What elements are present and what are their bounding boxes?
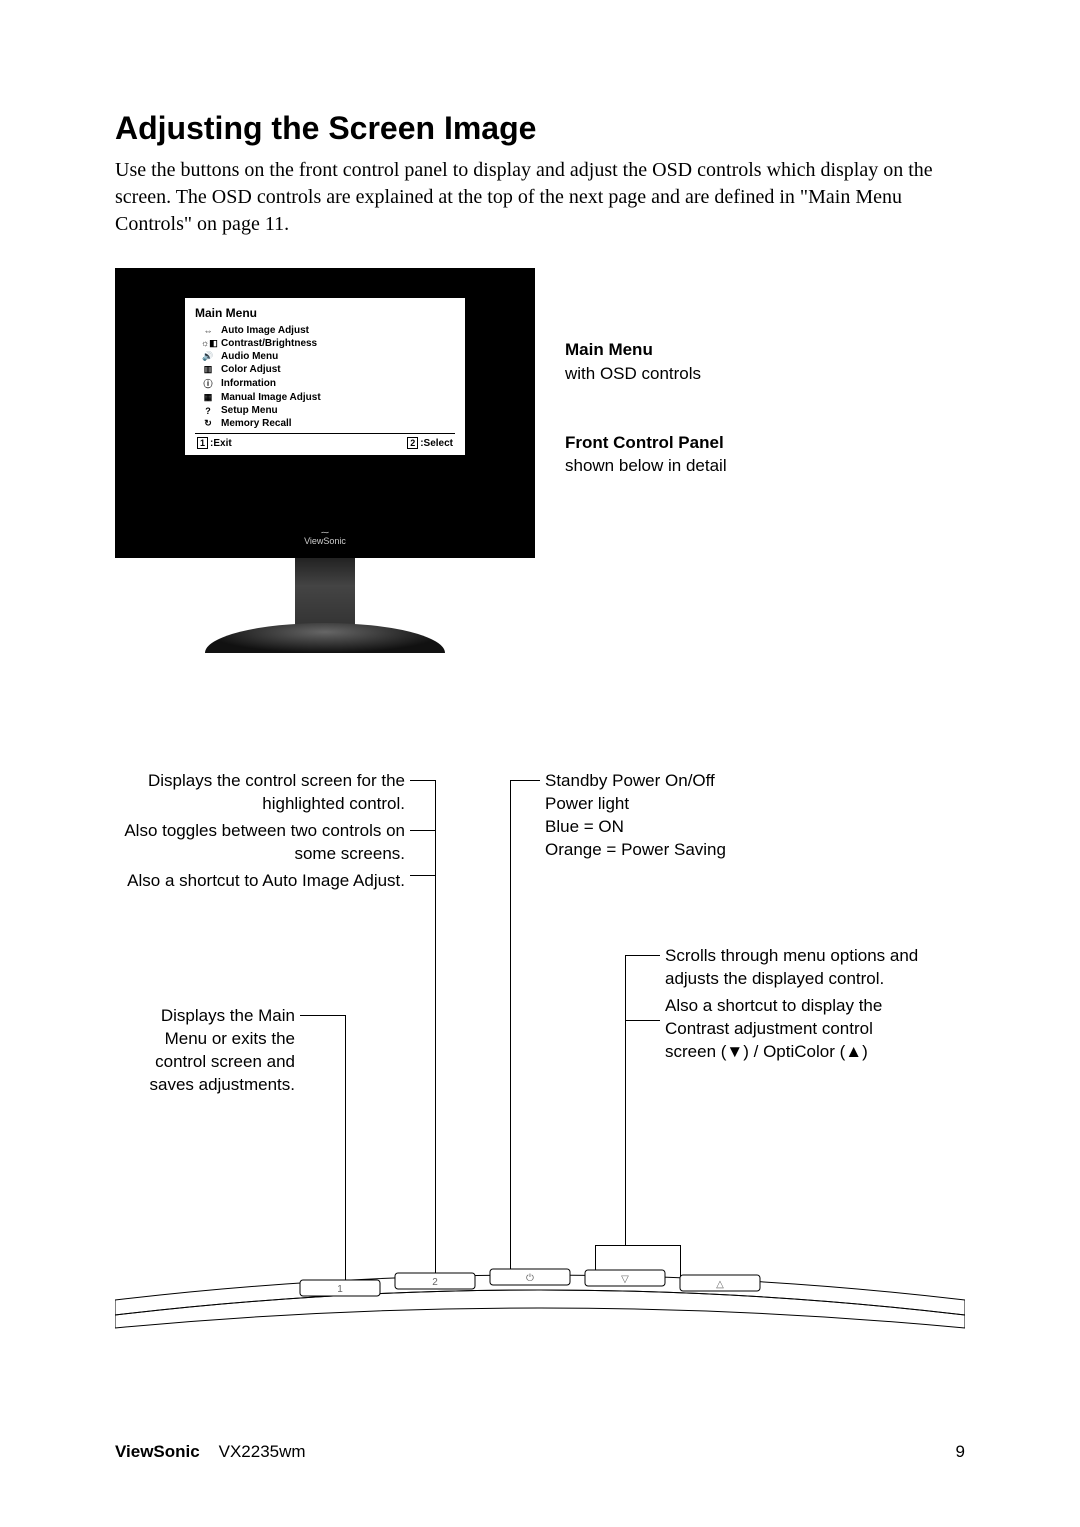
monitor-figure: Main Menu ⇔ Auto Image Adjust ☼◧ Contrast/… <box>115 268 965 658</box>
osd-item: ▦ Manual Image Adjust <box>195 391 455 404</box>
fcp-sub: shown below in detail <box>565 454 727 478</box>
osd-item: ↻ Memory Recall <box>195 417 455 430</box>
color-icon: ▥ <box>201 364 215 375</box>
callout-text: Also a shortcut to Auto Image Adjust. <box>115 870 405 893</box>
control-panel-diagram: Displays the control screen for the high… <box>115 770 965 1330</box>
setup-icon: ? <box>201 406 215 416</box>
monitor-neck <box>295 558 355 628</box>
svg-text:⏻: ⏻ <box>526 1273 534 1284</box>
main-menu-title: Main Menu <box>565 338 727 362</box>
key-1: 1 <box>197 437 208 449</box>
osd-panel: Main Menu ⇔ Auto Image Adjust ☼◧ Contrast/… <box>185 298 465 455</box>
callout-text: Also a shortcut to display the Contrast … <box>665 995 925 1064</box>
svg-text:▽: ▽ <box>621 1274 629 1285</box>
osd-exit: 1:Exit <box>197 438 232 449</box>
monitor: Main Menu ⇔ Auto Image Adjust ☼◧ Contrast/… <box>115 268 535 658</box>
osd-item-label: Auto Image Adjust <box>221 325 309 336</box>
info-icon: ⓘ <box>201 377 215 390</box>
svg-text:2: 2 <box>432 1277 438 1288</box>
manual-image-icon: ▦ <box>201 392 215 403</box>
osd-item-label: Color Adjust <box>221 364 281 375</box>
key-2: 2 <box>407 437 418 449</box>
osd-item-label: Memory Recall <box>221 418 292 429</box>
osd-item: ⓘ Information <box>195 376 455 391</box>
exit-label: :Exit <box>210 438 232 449</box>
callout-power: Standby Power On/Off Power light Blue = … <box>545 770 805 862</box>
osd-item: 🔊 Audio Menu <box>195 350 455 363</box>
svg-text:△: △ <box>716 1279 724 1290</box>
side-labels: Main Menu with OSD controls Front Contro… <box>565 268 727 523</box>
viewsonic-logo: ⁓ ViewSonic <box>304 530 346 546</box>
leader-line <box>410 875 435 876</box>
panel-button-power[interactable]: ⏻ <box>490 1269 570 1285</box>
callout-text: Standby Power On/Off <box>545 770 805 793</box>
main-menu-sub: with OSD controls <box>565 362 727 386</box>
front-panel-curve: 1 2 ⏻ ▽ △ <box>115 1240 965 1330</box>
callout-text: Scrolls through menu options and adjusts… <box>665 945 925 991</box>
leader-line <box>300 1015 345 1016</box>
osd-footer: 1:Exit 2:Select <box>195 438 455 449</box>
main-menu-label: Main Menu with OSD controls <box>565 338 727 386</box>
leader-line <box>510 780 511 1285</box>
select-label: :Select <box>420 438 453 449</box>
callout-text: Orange = Power Saving <box>545 839 805 862</box>
panel-button-up[interactable]: △ <box>680 1275 760 1291</box>
panel-button-1[interactable]: 1 <box>300 1280 380 1296</box>
audio-icon: 🔊 <box>201 351 215 362</box>
panel-button-down[interactable]: ▽ <box>585 1270 665 1286</box>
osd-item-label: Manual Image Adjust <box>221 392 321 403</box>
svg-text:1: 1 <box>337 1284 343 1295</box>
callout-text: Displays the Main Menu or exits the cont… <box>149 1006 295 1094</box>
leader-line <box>625 1020 660 1021</box>
osd-select: 2:Select <box>407 438 453 449</box>
logo-text: ViewSonic <box>304 536 346 546</box>
osd-item-label: Contrast/Brightness <box>221 338 317 349</box>
auto-image-icon: ⇔ <box>201 326 215 336</box>
page-footer: ViewSonic VX2235wm 9 <box>115 1442 965 1462</box>
front-control-label: Front Control Panel shown below in detai… <box>565 431 727 479</box>
osd-menu-list: ⇔ Auto Image Adjust ☼◧ Contrast/Brightness… <box>195 324 455 434</box>
intro-paragraph: Use the buttons on the front control pan… <box>115 157 965 238</box>
osd-item: ☼◧ Contrast/Brightness <box>195 337 455 350</box>
panel-button-2[interactable]: 2 <box>395 1273 475 1289</box>
monitor-screen: Main Menu ⇔ Auto Image Adjust ☼◧ Contrast/… <box>115 268 535 558</box>
monitor-base <box>205 623 445 653</box>
callout-arrows: Scrolls through menu options and adjusts… <box>665 945 925 1064</box>
osd-item: ⇔ Auto Image Adjust <box>195 324 455 337</box>
leader-line <box>625 955 626 1245</box>
callout-text: Also toggles between two controls on som… <box>115 820 405 866</box>
fcp-title: Front Control Panel <box>565 431 727 455</box>
leader-line <box>625 955 660 956</box>
callout-text: Blue = ON <box>545 816 805 839</box>
leader-line <box>410 780 435 781</box>
footer-brand: ViewSonic <box>115 1442 200 1461</box>
leader-line <box>410 830 435 831</box>
osd-title: Main Menu <box>195 306 455 320</box>
callout-button-2: Displays the control screen for the high… <box>115 770 405 893</box>
callout-text: Power light <box>545 793 805 816</box>
osd-item: ▥ Color Adjust <box>195 363 455 376</box>
osd-item-label: Setup Menu <box>221 405 278 416</box>
footer-model: VX2235wm <box>219 1442 306 1461</box>
footer-page-number: 9 <box>956 1442 965 1462</box>
callout-text: Displays the control screen for the high… <box>115 770 405 816</box>
callout-button-1: Displays the Main Menu or exits the cont… <box>115 1005 295 1097</box>
page-heading: Adjusting the Screen Image <box>115 110 965 147</box>
contrast-icon: ☼◧ <box>201 338 215 349</box>
osd-item-label: Audio Menu <box>221 351 278 362</box>
leader-line <box>510 780 540 781</box>
leader-line <box>435 780 436 1280</box>
osd-item-label: Information <box>221 378 276 389</box>
footer-left: ViewSonic VX2235wm <box>115 1442 306 1462</box>
memory-icon: ↻ <box>201 418 215 429</box>
osd-item: ? Setup Menu <box>195 404 455 417</box>
